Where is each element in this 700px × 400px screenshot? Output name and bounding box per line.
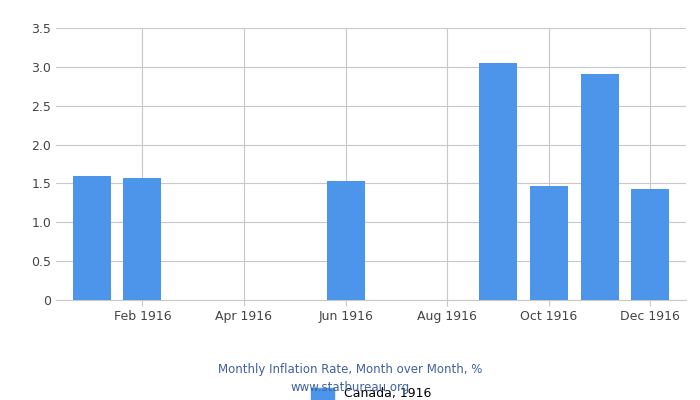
Text: Monthly Inflation Rate, Month over Month, %: Monthly Inflation Rate, Month over Month… [218,364,482,376]
Bar [73,176,111,300]
Bar [123,178,162,300]
Text: www.statbureau.org: www.statbureau.org [290,382,410,394]
Bar [326,181,365,300]
Bar [631,189,669,300]
Legend: Canada, 1916: Canada, 1916 [306,382,436,400]
Bar [479,63,517,300]
Bar [530,186,568,300]
Bar [580,74,619,300]
